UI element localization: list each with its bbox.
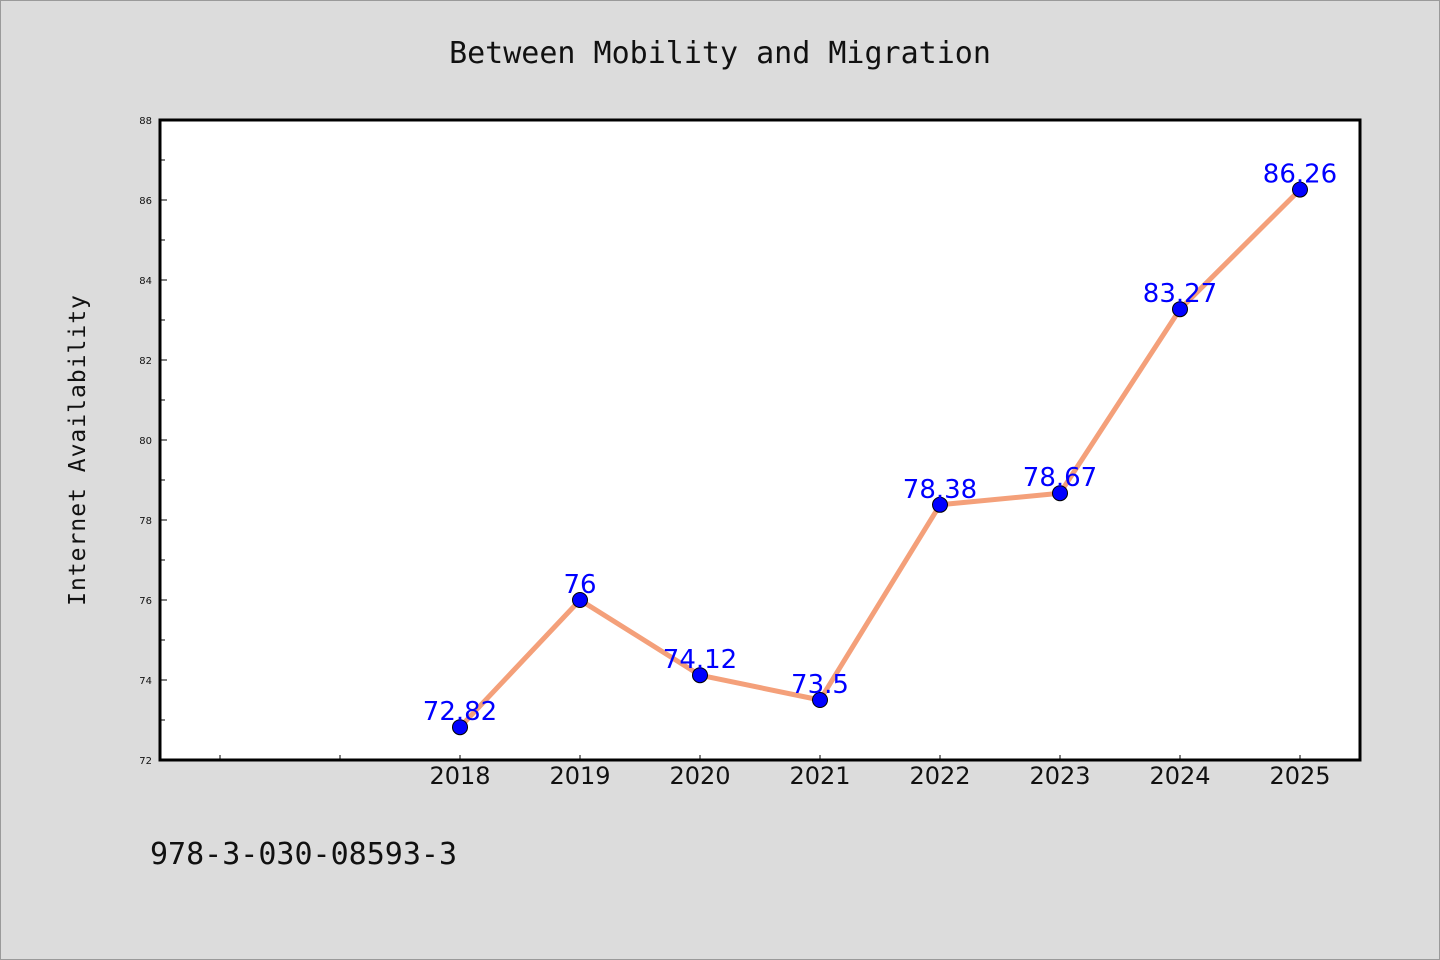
- data-point: [932, 496, 948, 513]
- series-line: [458, 187, 1302, 729]
- data-label: 78.67: [1023, 463, 1097, 493]
- data-point: [1292, 181, 1308, 198]
- series-layer: [452, 181, 1308, 736]
- x-axis: 2018 2019 2020 2021 2022 2023 2024 2025: [219, 755, 1331, 790]
- x-tick-label: 2019: [549, 762, 610, 790]
- data-label: 78.38: [903, 475, 977, 505]
- y-tick-label: 88: [139, 116, 152, 127]
- isbn-footer: 978-3-030-08593-3: [150, 837, 457, 872]
- data-label: 73.5: [791, 670, 849, 700]
- data-point: [572, 592, 588, 608]
- y-tick-label: 82: [139, 356, 152, 367]
- y-tick-label: 80: [139, 436, 152, 447]
- plot-area: [158, 118, 1362, 762]
- data-label: 72.82: [423, 697, 497, 727]
- x-tick-label: 2022: [909, 762, 970, 790]
- data-label: 83.27: [1143, 279, 1217, 309]
- data-point: [812, 692, 828, 708]
- x-tick-label: 2024: [1149, 762, 1210, 790]
- data-point: [692, 667, 708, 684]
- x-tick-label: 2021: [789, 762, 850, 790]
- data-label: 74.12: [663, 645, 737, 675]
- x-tick-label: 2018: [429, 762, 490, 790]
- y-tick-label: 84: [139, 276, 152, 287]
- data-point: [1172, 301, 1188, 318]
- data-point: [452, 719, 468, 736]
- data-label: 86.26: [1263, 160, 1337, 190]
- x-tick-label: 2023: [1029, 762, 1090, 790]
- y-axis-label: Internet Availability: [65, 294, 91, 606]
- data-labels-layer: 72.82 76 74.12 73.5 78.38 78.67 83.27 86.26: [423, 160, 1337, 728]
- y-axis: 72 74 76 78 80 82 84 86 88: [139, 116, 167, 767]
- data-label: 76: [563, 570, 596, 600]
- x-tick-label: 2020: [669, 762, 730, 790]
- y-tick-label: 74: [139, 676, 152, 687]
- data-point: [1052, 485, 1068, 502]
- y-tick-label: 86: [139, 196, 152, 207]
- y-tick-label: 76: [139, 596, 152, 607]
- chart-title: Between Mobility and Migration: [449, 36, 991, 71]
- x-tick-label: 2025: [1269, 762, 1330, 790]
- y-tick-label: 78: [139, 516, 152, 527]
- y-tick-label: 72: [139, 756, 152, 767]
